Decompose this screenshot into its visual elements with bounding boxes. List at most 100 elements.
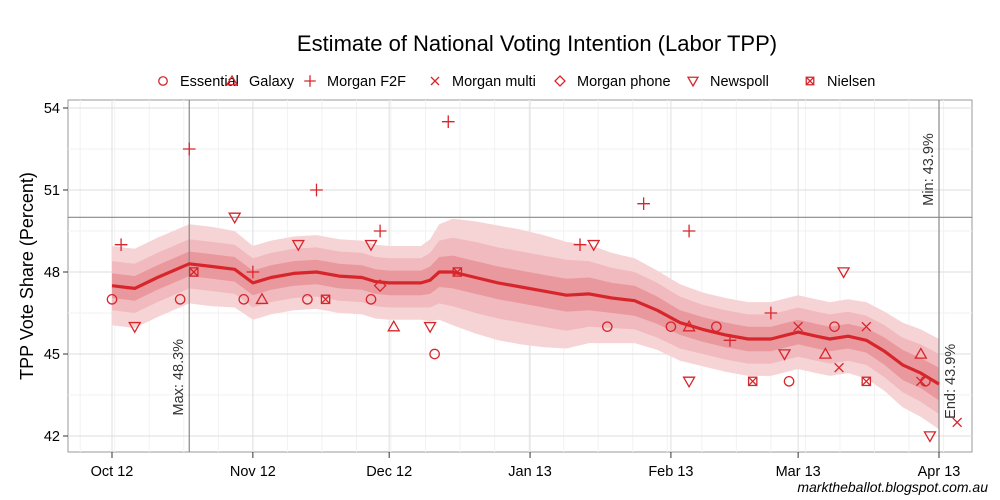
data-point	[747, 376, 758, 387]
data-point	[723, 334, 737, 347]
y-tick-label: 51	[44, 183, 60, 199]
triangle-up-marker	[914, 347, 928, 359]
data-point	[861, 376, 872, 387]
square-marker	[320, 294, 331, 305]
circle-marker	[429, 348, 440, 360]
data-point	[310, 183, 323, 197]
legend-label: Morgan multi	[452, 74, 536, 90]
data-point	[777, 349, 792, 361]
series-nielsen	[189, 267, 872, 387]
triangle-up-marker	[387, 319, 401, 332]
data-point	[255, 292, 269, 305]
data-point	[423, 321, 437, 334]
data-point	[182, 142, 196, 156]
x-marker	[861, 321, 872, 332]
plot-panel: Max: 48.3% Min: 43.9% End: 43.9%	[67, 99, 973, 453]
x-tick-label: Oct 12	[91, 464, 134, 480]
circle-marker	[238, 294, 250, 305]
plus-marker	[573, 238, 587, 251]
data-point	[114, 238, 128, 251]
circle-marker	[601, 321, 613, 332]
square-x-cross	[189, 267, 199, 277]
x-tick-label: Dec 12	[366, 464, 412, 480]
legend-item-galaxy: Galaxy	[225, 74, 295, 90]
data-point	[836, 267, 851, 279]
square-marker	[805, 76, 815, 86]
triangle-down-marker	[682, 376, 696, 389]
chart-title: Estimate of National Voting Intention (L…	[297, 31, 777, 56]
legend-label: Nielsen	[827, 74, 875, 90]
data-point	[373, 224, 387, 238]
legend-symbol	[805, 76, 815, 86]
circle-marker	[106, 294, 118, 305]
series-morgan-multi	[793, 321, 963, 428]
x-marker	[834, 362, 844, 373]
data-point	[189, 267, 199, 277]
data-point	[682, 224, 696, 238]
data-point	[914, 347, 928, 359]
y-tick-label: 48	[44, 265, 60, 281]
triangle-down-marker	[291, 239, 305, 252]
data-point	[923, 431, 937, 443]
square-marker	[452, 267, 463, 277]
circle-marker	[665, 321, 677, 332]
series-morgan-phone	[373, 279, 387, 293]
plus-marker	[373, 224, 387, 238]
x-marker	[430, 76, 440, 86]
band-inner	[112, 251, 939, 401]
plus-marker	[637, 197, 650, 210]
triangle-down-marker	[923, 431, 937, 443]
y-axis: 42 45 48 51 54	[44, 101, 68, 445]
legend-symbol	[430, 76, 440, 86]
estimate-line-group	[111, 262, 940, 386]
legend: Essential Galaxy Morgan F2F Morgan multi Mor…	[158, 74, 875, 90]
data-point	[365, 294, 377, 305]
annotation-label: End: 43.9%	[943, 344, 959, 419]
legend-symbol	[686, 76, 700, 88]
data-point	[387, 319, 401, 332]
legend-label: Newspoll	[710, 74, 769, 90]
triangle-down-marker	[777, 349, 792, 361]
data-point	[637, 197, 650, 210]
y-tick-label: 54	[44, 101, 60, 117]
legend-item-morgan-phone: Morgan phone	[554, 74, 671, 90]
diamond-marker	[554, 75, 566, 87]
plus-marker	[764, 306, 778, 320]
triangle-down-marker	[587, 239, 601, 252]
square-marker	[861, 376, 872, 387]
legend-symbol	[158, 76, 168, 86]
data-point	[829, 321, 840, 332]
legend-item-nielsen: Nielsen	[805, 74, 875, 90]
square-x-cross	[452, 267, 462, 277]
data-point	[373, 279, 387, 293]
data-point	[429, 348, 440, 360]
legend-item-newspoll: Newspoll	[686, 74, 769, 90]
circle-marker	[829, 321, 840, 332]
data-point	[291, 239, 305, 252]
data-point	[441, 115, 455, 128]
plus-marker	[441, 115, 455, 128]
data-point	[764, 306, 778, 320]
credit-text: marktheballot.blogspot.com.au	[797, 479, 988, 495]
circle-marker	[302, 294, 313, 305]
annotation-label: Min: 43.9%	[921, 133, 937, 206]
legend-label: Essential	[180, 74, 239, 90]
legend-label: Morgan phone	[577, 74, 671, 90]
data-point	[238, 294, 250, 305]
data-point	[174, 294, 186, 305]
triangle-down-marker	[836, 267, 851, 279]
triangle-down-marker	[364, 239, 378, 252]
square-x-cross	[748, 376, 758, 386]
triangle-down-marker	[686, 76, 700, 88]
legend-item-morgan-multi: Morgan multi	[430, 74, 536, 90]
triangle-up-marker	[818, 347, 833, 359]
x-tick-label: Apr 13	[918, 464, 961, 480]
data-point	[601, 321, 613, 332]
legend-label: Morgan F2F	[327, 74, 406, 90]
x-marker	[793, 321, 803, 332]
data-point	[682, 376, 696, 389]
x-marker	[915, 376, 926, 387]
plus-marker	[723, 334, 737, 347]
legend-item-morgan-f2f: Morgan F2F	[304, 74, 406, 90]
